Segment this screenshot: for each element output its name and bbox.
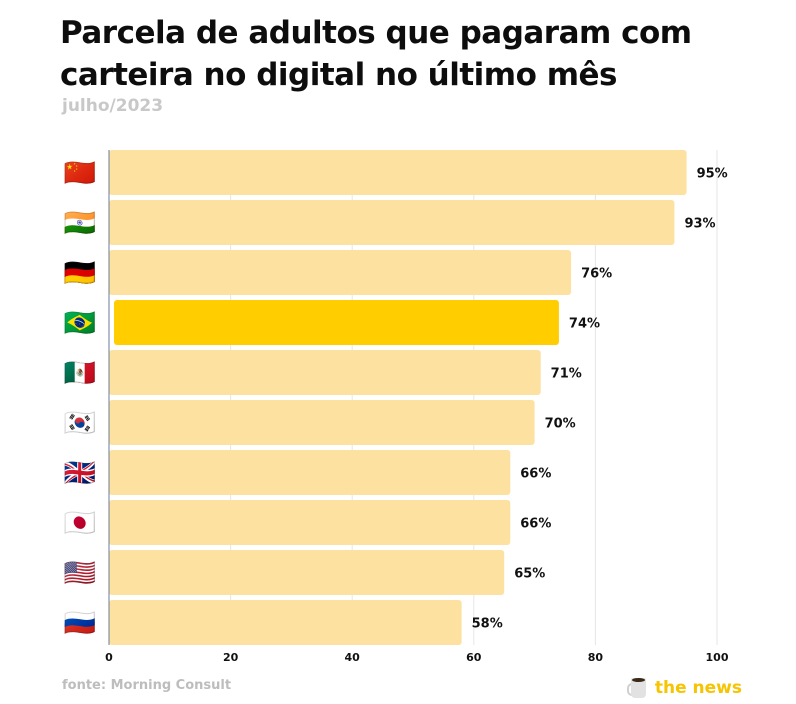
source-note: fonte: Morning Consult — [62, 678, 232, 693]
x-tick-label: 80 — [588, 651, 604, 664]
flag-icon: 🇨🇳 — [64, 159, 96, 189]
bar-coreia-do-sul — [109, 400, 535, 445]
bar-reino-unido — [109, 450, 511, 495]
flag-icon: 🇬🇧 — [64, 459, 96, 489]
value-label: 74% — [569, 317, 600, 332]
value-label: 93% — [684, 217, 715, 232]
bar-japão — [109, 500, 511, 545]
value-label: 76% — [581, 267, 612, 282]
value-label: 66% — [520, 467, 551, 482]
flag-icon: 🇷🇺 — [64, 609, 96, 639]
value-label: 95% — [697, 167, 728, 182]
value-label: 66% — [520, 517, 551, 532]
value-label: 70% — [545, 417, 576, 432]
value-label: 58% — [472, 617, 503, 632]
coffee-mug-icon — [626, 676, 649, 700]
bar-alemanha — [109, 250, 572, 295]
x-axis-ticks: 0 20 40 60 80 100 — [105, 651, 729, 664]
chart-subtitle: julho/2023 — [62, 96, 164, 116]
value-labels: 95% 93% 76% 74% 71% 70% 66% 66% 65% 58% — [472, 167, 728, 632]
flag-icon: 🇯🇵 — [64, 509, 96, 539]
flag-icon: 🇧🇷 — [64, 309, 96, 339]
flag-icon: 🇰🇷 — [64, 409, 96, 439]
bar-rússia — [109, 600, 462, 645]
x-tick-label: 60 — [466, 651, 482, 664]
brand-logo: the news — [626, 676, 742, 700]
x-tick-label: 20 — [223, 651, 239, 664]
chart-title: Parcela de adultos que pagaram com carte… — [60, 15, 692, 93]
bar-méxico — [109, 350, 541, 395]
flag-icon: 🇲🇽 — [64, 359, 96, 389]
value-label: 71% — [551, 367, 582, 382]
flag-icon: 🇮🇳 — [64, 209, 96, 239]
brand-name: the news — [654, 678, 742, 698]
country-flags: 🇨🇳 🇮🇳 🇩🇪 🇧🇷 🇲🇽 🇰🇷 🇬🇧 🇯🇵 🇺🇸 🇷🇺 — [64, 159, 96, 639]
x-tick-label: 100 — [706, 651, 729, 664]
bar-china — [109, 150, 687, 195]
bar-estados-unidos — [109, 550, 505, 595]
flag-icon: 🇩🇪 — [64, 259, 96, 289]
bar-brasil — [114, 300, 559, 345]
bar-índia — [109, 200, 675, 245]
x-tick-label: 40 — [345, 651, 361, 664]
value-label: 65% — [514, 567, 545, 582]
bars — [109, 150, 687, 645]
x-tick-label: 0 — [105, 651, 113, 664]
flag-icon: 🇺🇸 — [64, 559, 96, 589]
